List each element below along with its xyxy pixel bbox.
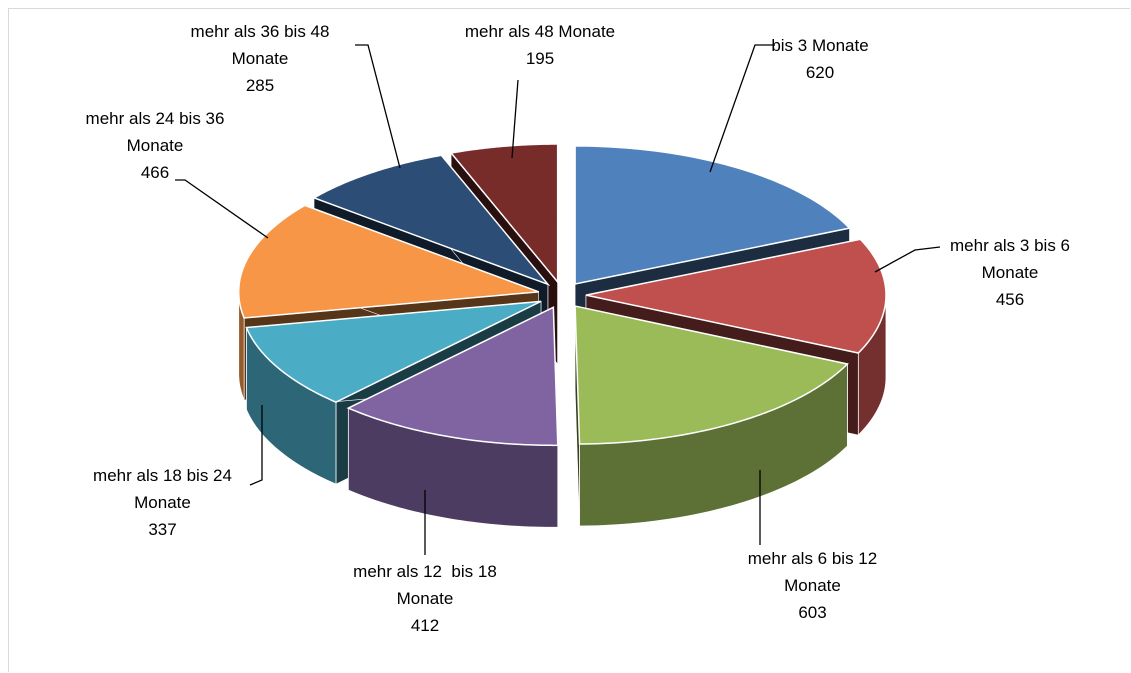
category-label: bis 3 Monate [771,36,869,55]
leader-line [511,79,519,159]
slice-label: bis 3 Monate 620 [760,32,880,86]
leader-line [175,179,269,239]
category-label: mehr als 18 bis 24 Monate [93,466,237,512]
value-label: 620 [805,63,835,82]
slice [585,238,887,354]
slice-label: mehr als 12 bis 18 Monate 412 [330,558,520,639]
value-label: 456 [995,290,1025,309]
category-label: mehr als 3 bis 6 Monate [950,236,1075,282]
value-label: 337 [148,520,177,539]
leader-lines [175,44,941,555]
category-label: mehr als 12 bis 18 Monate [353,562,502,608]
leader-line [874,246,941,273]
slices [237,143,887,528]
slice-label: mehr als 3 bis 6 Monate 456 [935,232,1085,313]
slice-label: mehr als 24 bis 36 Monate 466 [60,105,250,186]
value-label: 195 [525,49,555,68]
slice-label: mehr als 18 bis 24 Monate 337 [70,462,255,543]
leader-line [355,44,401,169]
category-label: mehr als 36 bis 48 Monate [190,22,335,68]
leader-line [249,405,263,486]
slice [312,154,551,286]
leader-line [709,44,775,173]
value-label: 603 [798,603,827,622]
category-label: mehr als 48 Monate [464,22,616,41]
value-label: 412 [410,616,440,635]
slice-label: mehr als 6 bis 12 Monate 603 [735,545,890,626]
slice [237,204,539,319]
category-label: mehr als 24 bis 36 Monate [85,109,230,155]
slice [245,300,542,403]
slice [574,305,849,445]
slice [449,143,559,285]
slice-label: mehr als 48 Monate 195 [430,18,650,72]
value-label: 466 [140,163,170,182]
slice [574,145,851,285]
category-label: mehr als 6 bis 12 Monate [747,549,882,595]
slice [346,306,559,447]
slice-label: mehr als 36 bis 48 Monate 285 [165,18,355,99]
chart-frame [8,8,1130,672]
value-label: 285 [245,76,275,95]
